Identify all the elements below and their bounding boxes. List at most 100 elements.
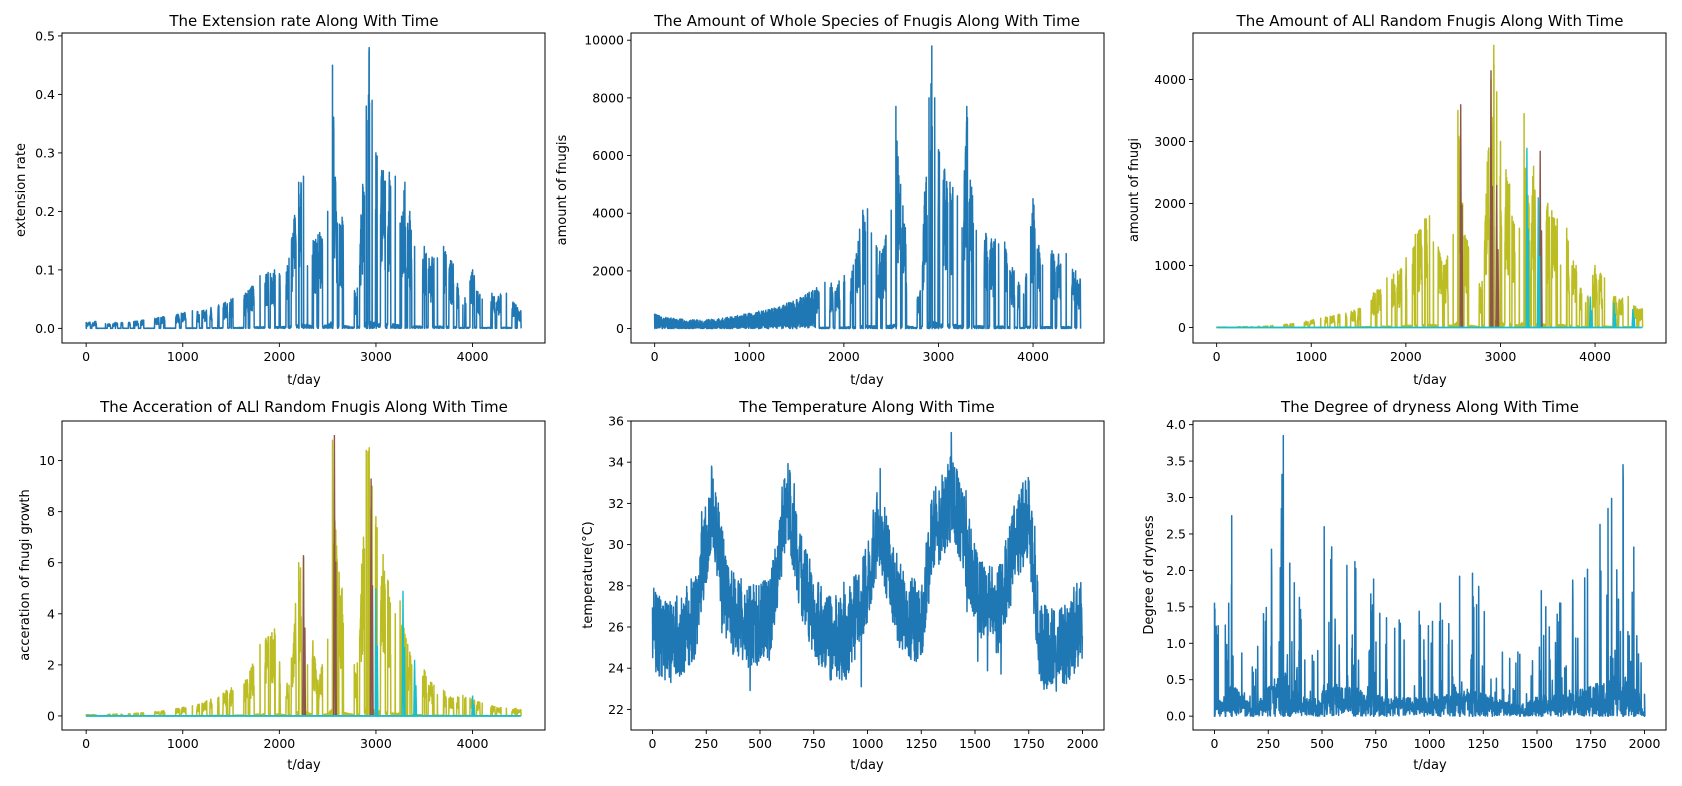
axes-frame <box>61 420 546 731</box>
y-axis-label: Degree of dryness <box>1142 515 1157 634</box>
x-tick-label: 1000 <box>733 349 765 364</box>
chart-title: The Amount of ALl Random Fnugis Along Wi… <box>1236 12 1624 30</box>
y-tick-label: 36 <box>608 414 624 429</box>
y-tick-label: 2000 <box>592 263 624 278</box>
x-tick-label: 1000 <box>1295 349 1327 364</box>
x-tick-label: 750 <box>802 736 826 751</box>
axes-frame <box>61 32 546 344</box>
plot-area <box>1215 44 1644 329</box>
y-tick-label: 3000 <box>1154 134 1186 149</box>
y-tick-label: 6 <box>47 555 55 570</box>
y-tick-label: 0.2 <box>35 204 55 219</box>
y-tick-label: 0 <box>47 708 55 723</box>
y-tick-label: 28 <box>608 578 624 593</box>
y-tick-label: 3.0 <box>1166 490 1186 505</box>
chart-title: The Temperature Along With Time <box>738 398 994 416</box>
y-tick-label: 0.4 <box>35 87 55 102</box>
x-tick-label: 1000 <box>167 736 199 751</box>
x-tick-label: 750 <box>1364 736 1388 751</box>
x-tick-label: 4000 <box>457 349 489 364</box>
y-tick-label: 0.3 <box>35 145 55 160</box>
y-tick-label: 22 <box>608 702 624 717</box>
y-tick-label: 30 <box>608 537 624 552</box>
y-tick-label: 0.0 <box>1166 709 1186 724</box>
x-tick-label: 0 <box>1213 349 1221 364</box>
chart-title: The Acceration of ALl Random Fnugis Alon… <box>99 398 508 416</box>
x-tick-label: 500 <box>1310 736 1334 751</box>
y-tick-label: 0.5 <box>1166 672 1186 687</box>
y-tick-label: 24 <box>608 661 624 676</box>
chart-random-fnugis-acceration: The Acceration of ALl Random Fnugis Alon… <box>18 398 546 773</box>
x-axis-label: t/day <box>1413 373 1447 388</box>
x-tick-label: 2000 <box>263 736 295 751</box>
y-tick-label: 4000 <box>592 206 624 221</box>
y-tick-label: 26 <box>608 620 624 635</box>
y-tick-label: 10 <box>39 453 55 468</box>
y-tick-label: 1000 <box>1154 258 1186 273</box>
series-line <box>653 45 1082 330</box>
chart-whole-species-amount: The Amount of Whole Species of Fnugis Al… <box>555 12 1105 388</box>
x-tick-label: 1000 <box>167 349 199 364</box>
y-axis-label: acceration of fnugi growth <box>18 489 33 661</box>
axes-frame <box>630 32 1105 344</box>
plot-area <box>651 431 1084 692</box>
x-axis-label: t/day <box>287 373 321 388</box>
chart-random-fnugis-amount: The Amount of ALl Random Fnugis Along Wi… <box>1127 12 1667 388</box>
y-tick-label: 0 <box>1178 320 1186 335</box>
plot-area <box>1213 434 1646 717</box>
x-tick-label: 250 <box>694 736 718 751</box>
x-tick-label: 1000 <box>1414 736 1446 751</box>
plot-area <box>85 434 522 717</box>
y-axis-label: amount of fnugi <box>1127 138 1142 242</box>
x-axis-label: t/day <box>287 758 321 773</box>
x-tick-label: 2000 <box>1629 736 1661 751</box>
series-peak-line <box>1495 184 1500 328</box>
plot-area <box>653 45 1082 330</box>
x-tick-label: 2000 <box>263 349 295 364</box>
x-tick-label: 1250 <box>905 736 937 751</box>
series-peak-line <box>471 695 476 717</box>
x-tick-label: 3000 <box>360 349 392 364</box>
chart-title: The Amount of Whole Species of Fnugis Al… <box>653 12 1080 30</box>
x-tick-label: 2000 <box>1067 736 1099 751</box>
y-tick-label: 34 <box>608 455 624 470</box>
x-tick-label: 250 <box>1256 736 1280 751</box>
x-axis-label: t/day <box>850 373 884 388</box>
y-tick-label: 2000 <box>1154 196 1186 211</box>
x-tick-label: 2000 <box>1390 349 1422 364</box>
y-tick-label: 6000 <box>592 148 624 163</box>
x-tick-label: 0 <box>1211 736 1219 751</box>
y-tick-label: 2.5 <box>1166 526 1186 541</box>
x-tick-label: 3000 <box>1485 349 1517 364</box>
x-tick-label: 0 <box>651 349 659 364</box>
series-peak-line <box>1459 104 1464 328</box>
y-tick-label: 3.5 <box>1166 454 1186 469</box>
series-line <box>1213 434 1646 717</box>
series-peak-line <box>401 590 406 717</box>
plot-area <box>85 46 522 330</box>
y-tick-label: 0 <box>616 321 624 336</box>
y-tick-label: 1.5 <box>1166 599 1186 614</box>
y-tick-label: 10000 <box>584 33 624 48</box>
y-tick-label: 8 <box>47 504 55 519</box>
y-tick-label: 4 <box>47 606 55 621</box>
chart-title: The Degree of dryness Along With Time <box>1280 398 1579 416</box>
x-tick-label: 3000 <box>360 736 392 751</box>
series-line <box>651 431 1084 692</box>
axis-ticks: 0 1000 2000 3000 4000 0 1000 2000 3000 4000 <box>1154 72 1611 364</box>
y-tick-label: 4000 <box>1154 72 1186 87</box>
x-axis-label: t/day <box>850 758 884 773</box>
series-line <box>1215 44 1644 329</box>
series-peak-line <box>1525 147 1530 328</box>
y-axis-label: temperature(°C) <box>581 521 596 628</box>
x-tick-label: 4000 <box>1579 349 1611 364</box>
y-tick-label: 32 <box>608 496 624 511</box>
axes-frame <box>1192 32 1667 344</box>
y-tick-label: 1.0 <box>1166 636 1186 651</box>
y-axis-label: amount of fnugis <box>555 134 570 245</box>
y-tick-label: 0.5 <box>35 28 55 43</box>
y-tick-label: 2.0 <box>1166 563 1186 578</box>
chart-temperature: The Temperature Along With Time t/day te… <box>581 398 1105 773</box>
chart-extension-rate: The Extension rate Along With Time t/day… <box>14 12 546 388</box>
